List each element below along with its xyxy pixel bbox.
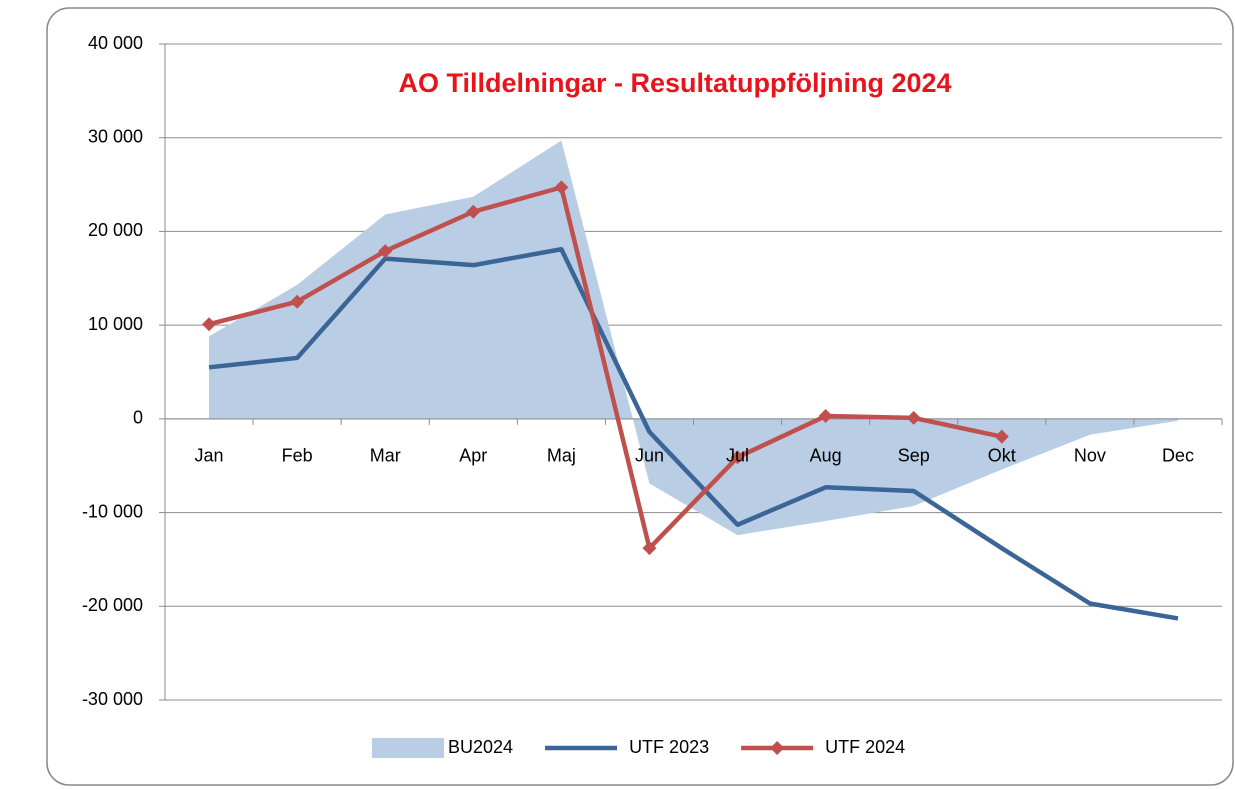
y-tick-label: -10 000 <box>82 501 143 521</box>
x-tick-label: Jun <box>635 446 664 466</box>
marker <box>554 180 569 195</box>
y-tick-label: 10 000 <box>88 314 143 334</box>
marker <box>818 409 833 424</box>
marker <box>994 429 1009 444</box>
x-tick-label: Jul <box>726 446 749 466</box>
marker <box>290 294 305 309</box>
marker <box>466 204 481 219</box>
marker <box>378 244 393 259</box>
legend-marker <box>770 741 785 755</box>
marker <box>642 541 657 556</box>
x-tick-label: Mar <box>370 446 401 466</box>
y-tick-label: -30 000 <box>82 689 143 709</box>
legend-label: UTF 2023 <box>629 737 709 757</box>
x-tick-label: Sep <box>898 446 930 466</box>
line <box>208 185 1003 551</box>
area <box>209 140 1178 536</box>
chart-title: AO Tilldelningar - Resultatuppföljning 2… <box>398 68 951 98</box>
x-tick-label: Dec <box>1162 446 1194 466</box>
y-tick-label: 20 000 <box>88 220 143 240</box>
plot-area: -30 000 -20 000 -10 000 0 10 000 20 000 30 000… <box>82 33 1223 758</box>
marker <box>730 450 745 465</box>
x-tick-label: Apr <box>459 446 487 466</box>
y-tick-label: -20 000 <box>82 595 143 615</box>
chart-frame <box>46 7 1234 786</box>
legend-swatch <box>372 738 444 758</box>
x-tick-label: Feb <box>282 446 313 466</box>
legend-label: BU2024 <box>448 737 513 757</box>
x-tick-label: Maj <box>547 446 576 466</box>
x-tick-label: Aug <box>810 446 842 466</box>
x-tick-label: Nov <box>1074 446 1106 466</box>
marker <box>906 410 921 425</box>
legend-label: UTF 2024 <box>825 737 905 757</box>
y-tick-label: 30 000 <box>88 126 143 146</box>
y-tick-label: 40 000 <box>88 33 143 53</box>
x-tick-label: Okt <box>988 446 1016 466</box>
line <box>208 246 1179 621</box>
marker <box>202 317 217 332</box>
y-tick-label: 0 <box>133 408 143 428</box>
x-tick-label: Jan <box>195 446 224 466</box>
